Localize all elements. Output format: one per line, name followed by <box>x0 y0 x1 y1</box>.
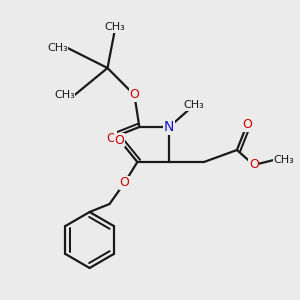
Text: N: N <box>164 120 174 134</box>
Text: O: O <box>106 131 116 145</box>
Text: CH₃: CH₃ <box>47 43 68 53</box>
Text: O: O <box>119 176 129 190</box>
Text: CH₃: CH₃ <box>184 100 205 110</box>
Text: O: O <box>242 118 252 131</box>
Text: CH₃: CH₃ <box>104 22 125 32</box>
Text: O: O <box>249 158 259 172</box>
Text: O: O <box>115 134 124 146</box>
Text: CH₃: CH₃ <box>274 155 295 165</box>
Text: CH₃: CH₃ <box>54 90 75 100</box>
Text: O: O <box>129 88 139 101</box>
